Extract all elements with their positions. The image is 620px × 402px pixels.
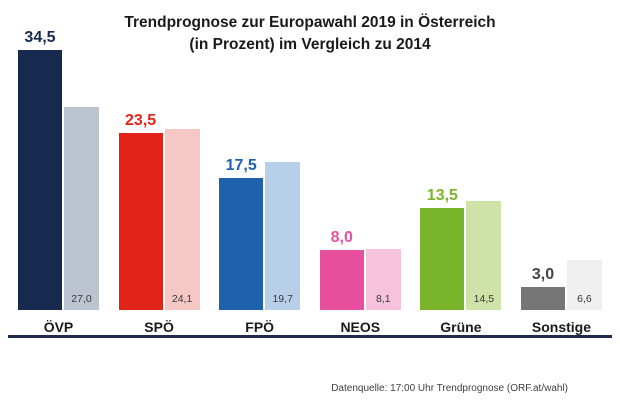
bar-2019-2: 23,5 — [118, 112, 163, 310]
bar-groups: 34,5 27,0 ÖVP 23,5 24,1 SPÖ 17,5 19,7 FPÖ 8,0 8,1 N… — [8, 29, 612, 335]
chart-title-line2: (in Prozent) im Vergleich zu 2014 — [189, 36, 431, 53]
bar-2014-6: 6,6 — [566, 260, 602, 310]
data-source-note: Datenquelle: 17:00 Uhr Trendprognose (OR… — [331, 383, 568, 394]
category-label: Grüne — [440, 319, 482, 335]
value-label-2019: 13,5 — [426, 187, 458, 204]
value-label-2019: 8,0 — [330, 229, 353, 246]
bar-2019-6: 3,0 — [520, 266, 565, 310]
bar-group-6: 3,0 6,6 Sonstige — [520, 39, 602, 335]
bar-2014-4: 8,1 — [365, 249, 401, 310]
value-label-2019: 3,0 — [531, 266, 555, 283]
value-label-2014: 6,6 — [577, 293, 592, 305]
chart-title: Trendprognose zur Europawahl 2019 in Öst… — [0, 0, 620, 56]
chart-title-line1: Trendprognose zur Europawahl 2019 in Öst… — [124, 14, 496, 31]
bar-2014-5: 14,5 — [466, 201, 502, 310]
category-label: SPÖ — [144, 319, 174, 335]
bar-pair: 13,5 14,5 — [420, 39, 502, 310]
bar-chart: 34,5 27,0 ÖVP 23,5 24,1 SPÖ 17,5 19,7 FPÖ 8,0 8,1 N… — [8, 29, 612, 338]
bar-group-1: 34,5 27,0 ÖVP — [18, 29, 99, 335]
bar-pair: 3,0 6,6 — [520, 39, 602, 310]
bar-2019-4: 8,0 — [319, 229, 364, 310]
bar-2014-3: 19,7 — [265, 162, 301, 310]
value-label-2014: 19,7 — [272, 293, 293, 305]
bar-2014-2: 24,1 — [164, 129, 200, 310]
value-label-2014: 14,5 — [473, 293, 495, 305]
value-label-2014: 8,1 — [375, 293, 391, 305]
bar-group-5: 13,5 14,5 Grüne — [420, 39, 502, 335]
bar-2019-5: 13,5 — [420, 187, 465, 310]
bar-pair: 34,5 27,0 — [18, 29, 99, 310]
bar-pair: 8,0 8,1 — [319, 39, 401, 310]
value-label-2014: 24,1 — [171, 293, 193, 305]
bar-pair: 23,5 24,1 — [118, 39, 200, 310]
x-axis-line — [8, 335, 612, 338]
value-label-2019: 23,5 — [125, 112, 157, 129]
bar-2019-1: 34,5 — [18, 29, 62, 310]
value-label-2014: 27,0 — [71, 293, 92, 305]
bar-group-4: 8,0 8,1 NEOS — [319, 39, 401, 335]
bar-pair: 17,5 19,7 — [219, 39, 301, 310]
bar-group-3: 17,5 19,7 FPÖ — [219, 39, 301, 335]
bar-group-2: 23,5 24,1 SPÖ — [118, 39, 200, 335]
value-label-2019: 17,5 — [225, 157, 257, 174]
category-label: FPÖ — [245, 319, 275, 335]
category-label: NEOS — [340, 319, 381, 335]
bar-2019-3: 17,5 — [219, 157, 264, 310]
category-label: Sonstige — [531, 319, 592, 335]
category-label: ÖVP — [43, 319, 74, 335]
value-label-2019: 34,5 — [24, 29, 56, 46]
bar-2014-1: 27,0 — [64, 107, 99, 310]
